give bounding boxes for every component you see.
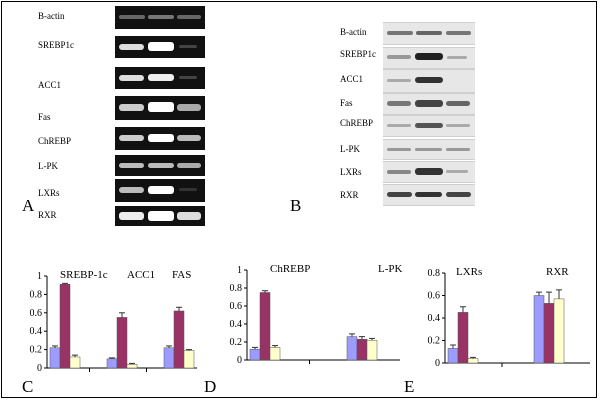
panel-letter-d: D [204, 377, 217, 396]
blot-label-srebp1c: SREBP1c [340, 49, 377, 59]
blot-label-acc1: ACC1 [340, 74, 364, 84]
blot-label-l-pk: L-PK [340, 144, 360, 154]
panel-letter-b: B [290, 196, 302, 215]
gel-label-b-actin: B-actin [38, 11, 65, 21]
gel-strip-chrebp [115, 127, 205, 150]
gel-strip-rxr [115, 206, 205, 226]
panel-letter-c: C [22, 377, 34, 396]
blot-label-chrebp: ChREBP [340, 118, 374, 128]
blot-strip-l-pk [383, 139, 475, 160]
gel-strip-b-actin [115, 6, 205, 29]
blot-label-lxrs: LXRs [340, 167, 362, 177]
blot-strip-rxr [383, 184, 475, 206]
panel-letter-e: E [404, 377, 415, 396]
blot-strip-b-actin [383, 22, 475, 45]
blot-strip-lxrs [383, 161, 475, 183]
gel-label-rxr: RXR [38, 210, 57, 220]
blot-strip-srebp1c [383, 47, 475, 69]
blot-label-fas: Fas [340, 98, 353, 108]
blot-strip-chrebp [383, 115, 475, 137]
gel-label-srebp1c: SREBP1c [38, 40, 75, 50]
gel-label-chrebp: ChREBP [38, 136, 72, 146]
gel-label-l-pk: L-PK [38, 161, 58, 171]
gel-label-fas: Fas [38, 112, 51, 122]
blot-label-b-actin: B-actin [340, 27, 367, 37]
gel-strip-lxrs [115, 179, 205, 202]
gel-strip-acc1 [115, 67, 205, 89]
gel-strip-srebp1c [115, 36, 205, 58]
panel-letter-a: A [22, 196, 35, 215]
gel-strip-l-pk [115, 155, 205, 176]
gel-label-lxrs: LXRs [38, 188, 60, 198]
blot-strip-fas [383, 93, 475, 115]
gel-strip-fas [115, 96, 205, 120]
blot-strip-acc1 [383, 69, 475, 93]
gel-label-acc1: ACC1 [38, 80, 62, 90]
blot-label-rxr: RXR [340, 190, 359, 200]
